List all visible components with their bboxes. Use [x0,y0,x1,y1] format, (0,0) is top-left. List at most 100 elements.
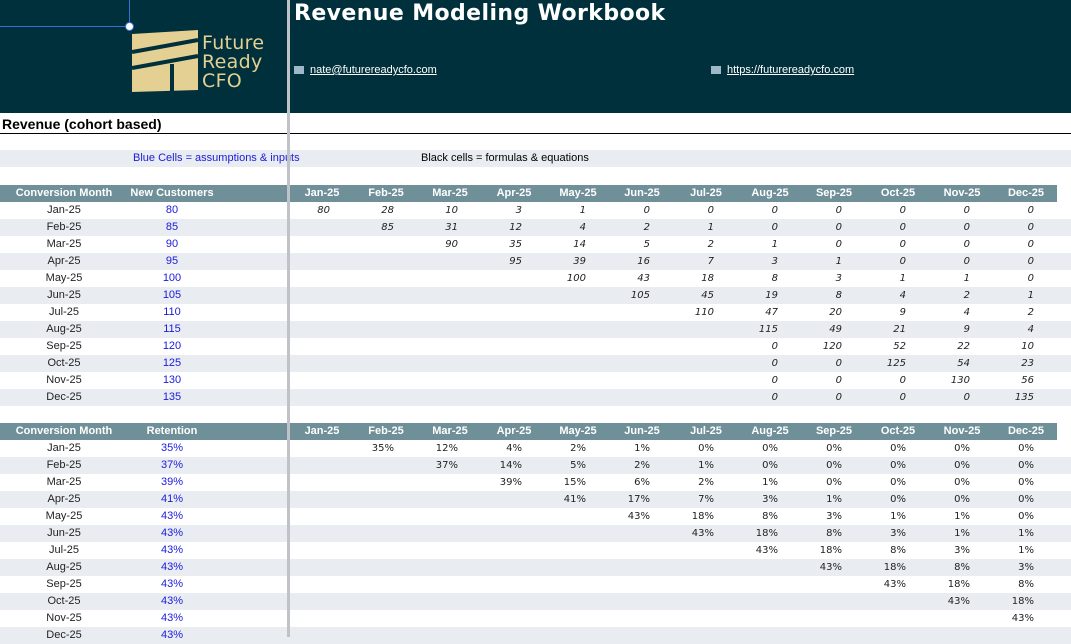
value-cell[interactable]: 18% [947,579,970,590]
value-cell[interactable]: 0% [890,494,906,505]
value-cell[interactable]: 0% [1018,443,1034,454]
value-cell[interactable]: 125 [886,358,906,369]
value-cell[interactable]: 0 [899,239,906,250]
value-cell[interactable]: 0% [1018,511,1034,522]
conversion-month-cell[interactable]: Oct-25 [47,595,81,607]
conversion-month-cell[interactable]: Jun-25 [47,289,81,301]
value-cell[interactable]: 0 [1027,256,1034,267]
conversion-month-cell[interactable]: Jul-25 [49,544,79,556]
value-cell[interactable]: 18% [755,528,778,539]
input-cell[interactable]: 43% [160,595,184,607]
value-cell[interactable]: 18 [701,273,714,284]
value-cell[interactable]: 52 [893,341,906,352]
conversion-month-cell[interactable]: Feb-25 [46,459,82,471]
value-cell[interactable]: 23 [1021,358,1034,369]
value-cell[interactable]: 3 [771,256,778,267]
value-cell[interactable]: 0% [954,477,970,488]
value-cell[interactable]: 1% [1018,545,1034,556]
value-cell[interactable]: 0 [899,375,906,386]
value-cell[interactable]: 0% [954,443,970,454]
input-cell[interactable]: 135 [162,391,182,403]
value-cell[interactable]: 0% [1018,477,1034,488]
value-cell[interactable]: 1% [954,528,970,539]
value-cell[interactable]: 43% [947,596,970,607]
value-cell[interactable]: 0 [643,205,650,216]
value-cell[interactable]: 56 [1021,375,1034,386]
value-cell[interactable]: 80 [317,205,330,216]
input-cell[interactable]: 43% [160,527,184,539]
value-cell[interactable]: 1% [954,511,970,522]
value-cell[interactable]: 10 [1021,341,1034,352]
value-cell[interactable]: 22 [957,341,970,352]
value-cell[interactable]: 1 [771,239,778,250]
input-cell[interactable]: 110 [163,306,181,318]
value-cell[interactable]: 2% [698,477,714,488]
value-cell[interactable]: 41% [563,494,586,505]
input-cell[interactable]: 43% [160,510,184,522]
value-cell[interactable]: 0 [899,256,906,267]
value-cell[interactable]: 4 [1027,324,1034,335]
value-cell[interactable]: 5 [643,239,650,250]
value-cell[interactable]: 7 [707,256,714,267]
input-cell[interactable]: 130 [162,374,182,386]
value-cell[interactable]: 3% [954,545,970,556]
value-cell[interactable]: 0 [963,222,970,233]
input-cell[interactable]: 100 [162,272,182,284]
value-cell[interactable]: 9 [963,324,970,335]
value-cell[interactable]: 90 [445,239,458,250]
value-cell[interactable]: 115 [758,324,778,335]
value-cell[interactable]: 95 [509,256,522,267]
value-cell[interactable]: 7% [698,494,714,505]
input-cell[interactable]: 43% [160,561,184,573]
conversion-month-cell[interactable]: Apr-25 [47,493,81,505]
conversion-month-cell[interactable]: Jan-25 [47,442,81,454]
value-cell[interactable]: 28 [381,205,394,216]
value-cell[interactable]: 0% [890,443,906,454]
value-cell[interactable]: 0 [771,375,778,386]
value-cell[interactable]: 0 [771,222,778,233]
value-cell[interactable]: 0% [890,460,906,471]
value-cell[interactable]: 0% [762,460,778,471]
value-cell[interactable]: 3% [890,528,906,539]
value-cell[interactable]: 1% [762,477,778,488]
value-cell[interactable]: 1% [634,443,650,454]
conversion-month-cell[interactable]: Aug-25 [46,323,82,335]
value-cell[interactable]: 37% [435,460,458,471]
input-cell[interactable]: 120 [162,340,182,352]
value-cell[interactable]: 0 [963,256,970,267]
website-link[interactable]: https://futurereadycfo.com [711,64,854,76]
value-cell[interactable]: 8% [890,545,906,556]
input-cell[interactable]: 115 [163,323,181,335]
value-cell[interactable]: 43% [819,562,842,573]
conversion-month-cell[interactable]: Jul-25 [49,306,79,318]
value-cell[interactable]: 120 [822,341,842,352]
value-cell[interactable]: 2 [707,239,714,250]
value-cell[interactable]: 0% [826,443,842,454]
conversion-month-cell[interactable]: May-25 [45,272,83,284]
value-cell[interactable]: 1% [890,511,906,522]
input-cell[interactable]: 125 [162,357,182,369]
value-cell[interactable]: 100 [566,273,586,284]
value-cell[interactable]: 31 [445,222,458,233]
value-cell[interactable]: 3% [1018,562,1034,573]
value-cell[interactable]: 105 [630,290,650,301]
value-cell[interactable]: 14% [499,460,522,471]
value-cell[interactable]: 19 [765,290,778,301]
value-cell[interactable]: 85 [381,222,394,233]
value-cell[interactable]: 8% [762,511,778,522]
value-cell[interactable]: 2% [634,460,650,471]
value-cell[interactable]: 0 [963,239,970,250]
value-cell[interactable]: 0 [771,205,778,216]
value-cell[interactable]: 17% [627,494,650,505]
value-cell[interactable]: 16 [637,256,650,267]
value-cell[interactable]: 0 [963,205,970,216]
conversion-month-cell[interactable]: Mar-25 [46,238,82,250]
value-cell[interactable]: 9 [899,307,906,318]
value-cell[interactable]: 0% [954,494,970,505]
input-cell[interactable]: 43% [160,544,184,556]
value-cell[interactable]: 0% [826,477,842,488]
conversion-month-cell[interactable]: Jan-25 [47,204,81,216]
conversion-month-cell[interactable]: Sep-25 [46,340,82,352]
value-cell[interactable]: 0 [835,358,842,369]
value-cell[interactable]: 0 [835,392,842,403]
